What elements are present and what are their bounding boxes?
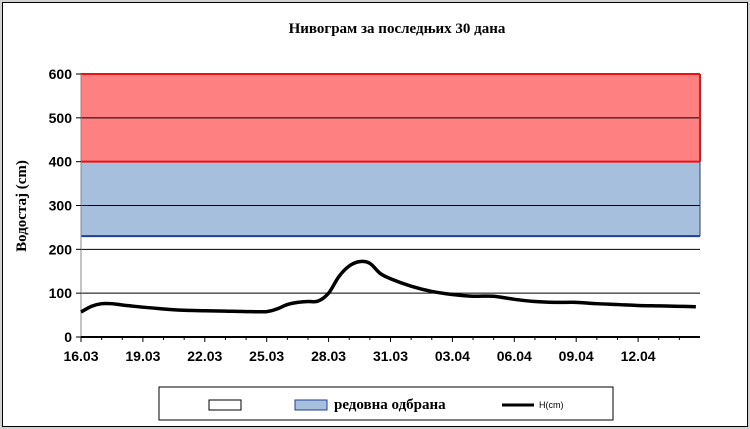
band-0 [81,236,700,337]
y-tick-label-300: 300 [49,198,73,214]
x-tick-label-5: 31.03 [373,348,408,364]
y-tick-label-600: 600 [49,66,73,82]
y-tick-label-500: 500 [49,110,73,126]
chart-svg: Нивограм за последњих 30 дана 0 100 200 300… [14,21,701,421]
legend-label-h-cm: H(cm) [539,400,564,410]
chart-area: Нивограм за последњих 30 дана 0 100 200 300… [4,4,746,425]
band-1 [81,161,700,237]
y-tick-label-100: 100 [49,285,73,301]
y-axis-label: Водостај (cm) [14,160,30,252]
y-tick-labels: 0 100 200 300 400 500 600 [49,66,81,345]
series-line-h-cm [80,259,696,314]
x-tick-label-1: 19.03 [125,348,160,364]
legend-swatch-band-0 [208,399,242,411]
y-tick-label-200: 200 [49,241,73,257]
x-tick-label-8: 09.04 [559,348,594,364]
y-tick-label-400: 400 [49,154,73,170]
y-tick-label-0: 0 [64,329,72,345]
x-tick-label-3: 25.03 [249,348,284,364]
gridlines [80,73,701,338]
x-tick-label-6: 03.04 [435,348,470,364]
legend-label-redovna-odbrana: редовна одбрана [334,397,446,413]
x-tick-label-9: 12.04 [621,348,656,364]
x-tick-label-0: 16.03 [63,348,98,364]
x-tick-label-4: 28.03 [311,348,346,364]
x-tick-labels: 16.03 19.03 22.03 25.03 28.03 31.03 03.04 06.04… [63,337,680,364]
x-tick-label-7: 06.04 [497,348,532,364]
legend-swatch-redovna-odbrana [294,399,328,411]
series-lines [80,259,696,314]
x-tick-label-2: 22.03 [187,348,222,364]
chart-title: Нивограм за последњих 30 дана [289,21,506,37]
legend: редовна одбрана H(cm) [158,386,614,421]
